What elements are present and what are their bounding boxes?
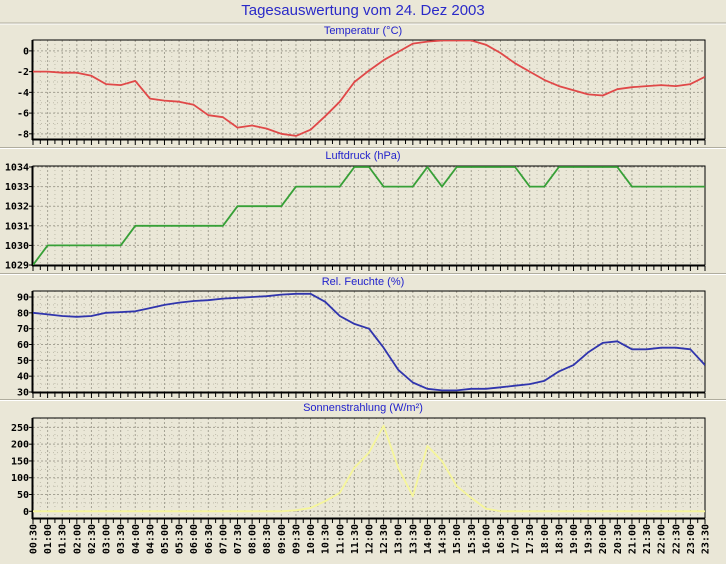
y-tick-label: 1032 <box>5 202 29 213</box>
x-tick-label: 15:30 <box>467 524 478 554</box>
x-tick-label: 05:00 <box>160 524 171 554</box>
x-tick-label: 14:30 <box>438 524 449 554</box>
y-tick-label: 200 <box>11 440 29 451</box>
y-tick-label: 90 <box>17 293 29 304</box>
x-tick-label: 21:00 <box>627 524 638 554</box>
x-tick-label: 08:00 <box>248 524 259 554</box>
y-tick-label: 1033 <box>5 182 29 193</box>
y-tick-label: 1034 <box>5 162 29 173</box>
x-tick-label: 21:30 <box>642 524 653 554</box>
chart-feuchte: 90 80 70 60 50 40 30 <box>17 290 706 399</box>
chart-luftdruck: 1034 1033 1032 1031 1030 1029 <box>5 162 706 272</box>
x-tick-label: 15:00 <box>452 524 463 554</box>
y-tick-label: 30 <box>17 388 29 399</box>
y-tick-label: 50 <box>17 356 29 367</box>
x-tick-label: 01:00 <box>43 524 54 554</box>
y-tick-label: 1031 <box>5 221 29 232</box>
x-tick-label: 07:30 <box>233 524 244 554</box>
pressure-chart-title: Luftdruck (hPa) <box>325 150 401 162</box>
x-tick-label: 13:00 <box>394 524 405 554</box>
y-tick-label: -2 <box>17 67 29 78</box>
x-tick-label: 06:30 <box>204 524 215 554</box>
x-tick-label: 23:30 <box>701 524 712 554</box>
luftdruck-series-line <box>33 166 705 265</box>
x-tick-label: 18:30 <box>554 524 565 554</box>
x-tick-label: 10:30 <box>321 524 332 554</box>
x-tick-label: 16:00 <box>481 524 492 554</box>
sonnenstrahlung-series-line <box>33 424 705 513</box>
time-axis-labels: 00:30 01:00 01:30 02:00 02:30 03:00 03:30 04:00… <box>29 524 712 554</box>
y-tick-label: 150 <box>11 456 29 467</box>
x-tick-label: 09:00 <box>277 524 288 554</box>
chart-sonnenstrahlung: 250 200 150 100 50 0 <box>11 417 706 524</box>
y-tick-label: 0 <box>23 507 29 518</box>
y-tick-label: 70 <box>17 324 29 335</box>
x-tick-label: 03:00 <box>102 524 113 554</box>
x-tick-label: 02:30 <box>87 524 98 554</box>
x-tick-label: 19:00 <box>569 524 580 554</box>
temperature-chart-title: Temperatur (°C) <box>323 25 403 37</box>
humidity-chart-title: Rel. Feuchte (%) <box>321 276 405 288</box>
x-tick-label: 03:30 <box>116 524 127 554</box>
x-tick-label: 14:00 <box>423 524 434 554</box>
x-tick-label: 20:00 <box>598 524 609 554</box>
y-tick-label: 40 <box>17 372 29 383</box>
y-tick-label: 100 <box>11 473 29 484</box>
x-tick-label: 08:30 <box>262 524 273 554</box>
x-tick-label: 04:30 <box>145 524 156 554</box>
panel-divider <box>0 273 726 275</box>
feuchte-series-line <box>33 292 705 392</box>
x-tick-label: 13:30 <box>408 524 419 554</box>
x-tick-label: 23:00 <box>686 524 697 554</box>
x-tick-label: 12:30 <box>379 524 390 554</box>
y-tick-label: 250 <box>11 423 29 434</box>
x-tick-label: 01:30 <box>58 524 69 554</box>
y-tick-label: 60 <box>17 340 29 351</box>
x-tick-label: 02:00 <box>72 524 83 554</box>
chart-temperatur: 0 -2 -4 -6 -8 <box>17 39 706 145</box>
y-tick-label: 80 <box>17 308 29 319</box>
x-tick-label: 09:30 <box>291 524 302 554</box>
x-tick-label: 22:30 <box>671 524 682 554</box>
panel-divider <box>0 22 726 25</box>
x-tick-label: 05:30 <box>175 524 186 554</box>
x-tick-label: 16:30 <box>496 524 507 554</box>
x-tick-label: 17:30 <box>525 524 536 554</box>
x-tick-label: 17:00 <box>511 524 522 554</box>
y-tick-label: 1029 <box>5 261 29 272</box>
panel-divider <box>0 147 726 149</box>
x-tick-label: 12:00 <box>365 524 376 554</box>
y-tick-label: 50 <box>17 490 29 501</box>
x-tick-label: 10:00 <box>306 524 317 554</box>
y-tick-label: -4 <box>17 88 29 99</box>
x-tick-label: 18:00 <box>540 524 551 554</box>
x-tick-label: 20:30 <box>613 524 624 554</box>
x-tick-label: 04:00 <box>131 524 142 554</box>
x-tick-label: 00:30 <box>29 524 40 554</box>
solar-chart-title: Sonnenstrahlung (W/m²) <box>303 402 423 414</box>
x-tick-label: 06:00 <box>189 524 200 554</box>
x-tick-label: 07:00 <box>218 524 229 554</box>
temperatur-series-line <box>33 40 705 137</box>
x-tick-label: 11:30 <box>350 524 361 554</box>
y-tick-label: -6 <box>17 109 29 120</box>
page-title: Tagesauswertung vom 24. Dez 2003 <box>241 2 485 19</box>
y-tick-label: -8 <box>17 129 29 140</box>
x-tick-label: 22:00 <box>657 524 668 554</box>
y-tick-label: 0 <box>23 46 29 57</box>
x-tick-label: 11:00 <box>335 524 346 554</box>
panel-divider <box>0 399 726 401</box>
y-tick-label: 1030 <box>5 241 29 252</box>
x-tick-label: 19:30 <box>584 524 595 554</box>
